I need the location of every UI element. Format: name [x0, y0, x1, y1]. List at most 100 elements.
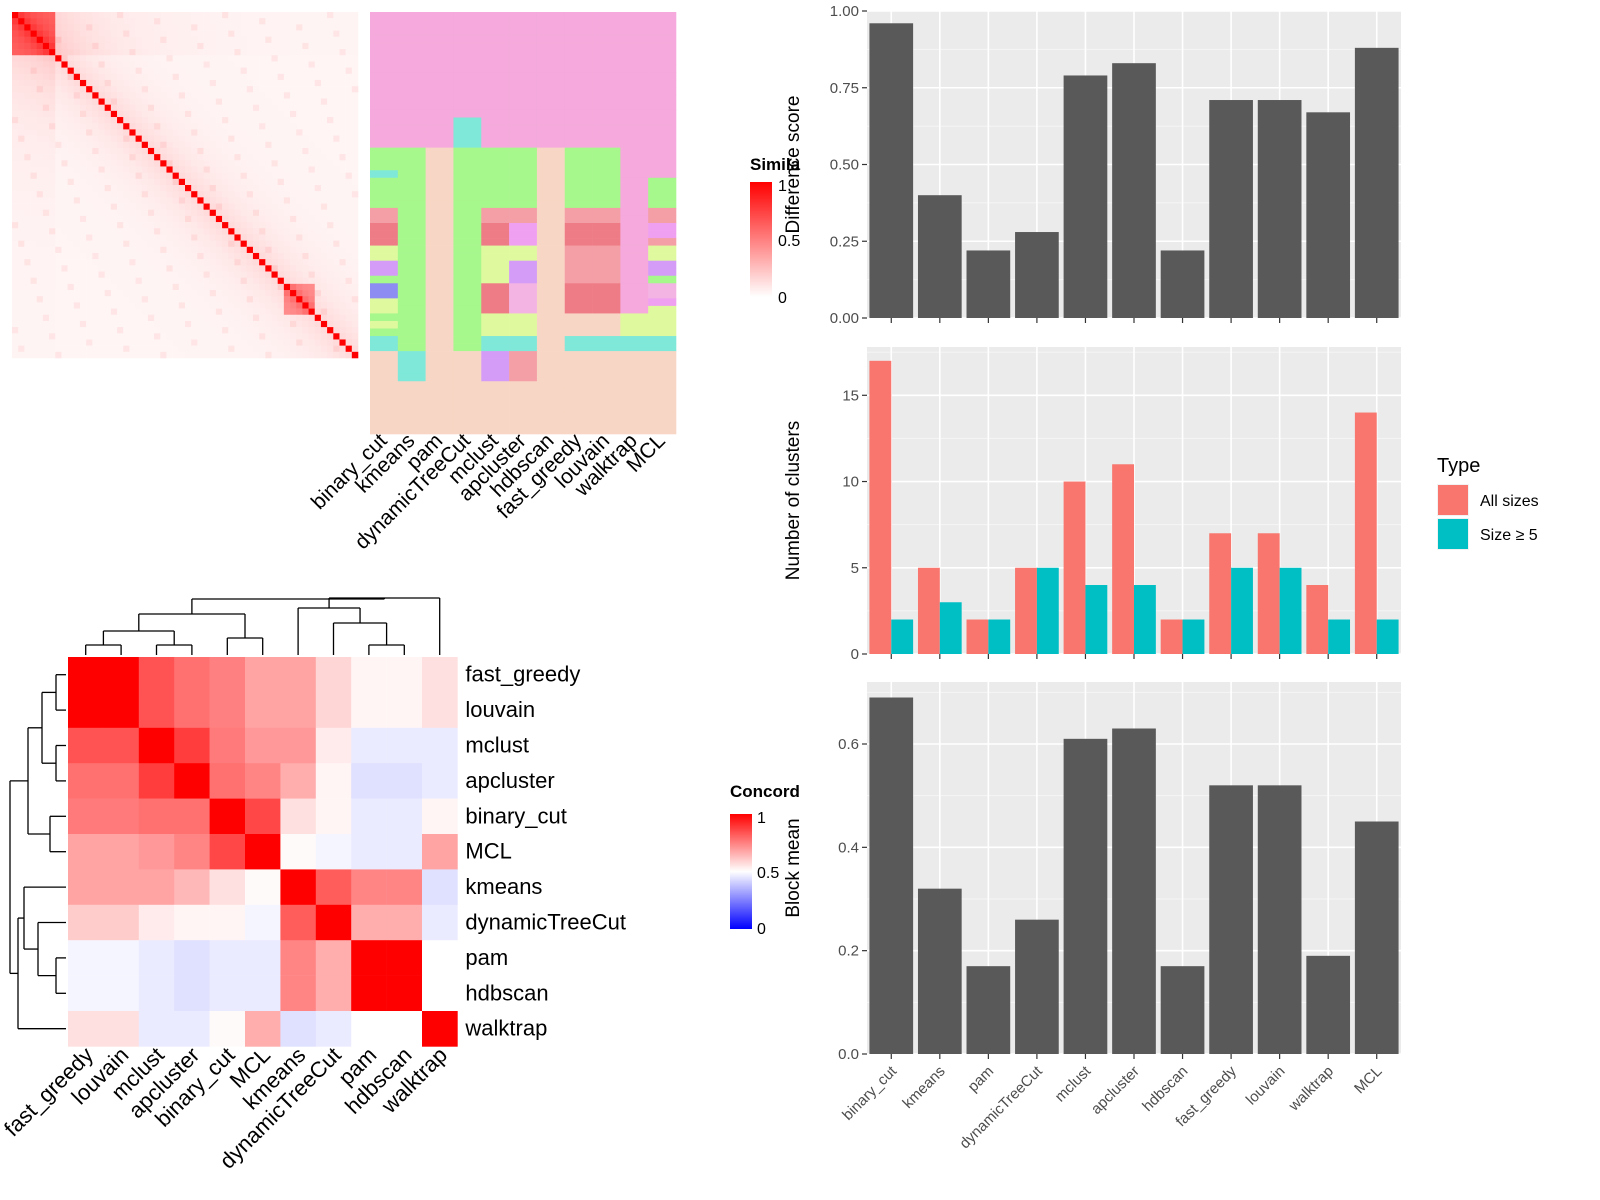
- similarity-cell: [141, 166, 149, 173]
- similarity-cell: [345, 215, 353, 223]
- similarity-cell: [197, 147, 204, 155]
- similarity-cell: [314, 154, 322, 161]
- similarity-cell: [123, 129, 130, 136]
- similarity-cell: [302, 271, 309, 278]
- similarity-cell: [240, 209, 248, 217]
- similarity-cell: [36, 296, 44, 303]
- membership-cell: [564, 200, 593, 209]
- similarity-cell: [18, 160, 25, 167]
- similarity-cell: [12, 104, 19, 112]
- similarity-cell: [154, 123, 161, 130]
- similarity-cell: [24, 265, 31, 272]
- similarity-cell: [154, 327, 161, 334]
- similarity-cell: [252, 339, 260, 346]
- similarity-cell: [104, 154, 112, 161]
- similarity-cell: [42, 154, 50, 161]
- membership-cell: [536, 162, 566, 171]
- similarity-cell: [154, 228, 161, 235]
- similarity-cell: [222, 320, 229, 328]
- membership-cell: [397, 388, 426, 397]
- membership-cell: [509, 34, 538, 43]
- similarity-cell: [185, 191, 192, 198]
- similarity-cell: [129, 36, 136, 44]
- similarity-cell: [185, 42, 192, 50]
- membership-cell: [397, 87, 426, 96]
- membership-cell: [536, 283, 566, 292]
- membership-cell: [481, 12, 510, 20]
- similarity-cell: [147, 110, 155, 118]
- membership-cell: [648, 388, 677, 397]
- concordance-cell: [174, 657, 210, 693]
- concordance-cell: [422, 834, 458, 870]
- bar: [966, 619, 989, 654]
- similarity-cell: [333, 333, 340, 340]
- bar: [917, 567, 940, 654]
- similarity-cell: [67, 42, 75, 50]
- similarity-cell: [290, 252, 297, 260]
- similarity-cell: [135, 18, 143, 25]
- concordance-cell: [351, 834, 387, 870]
- similarity-cell: [110, 67, 118, 75]
- similarity-cell: [185, 345, 192, 353]
- similarity-cell: [240, 271, 248, 278]
- similarity-cell: [308, 197, 316, 204]
- membership-cell: [620, 57, 649, 66]
- similarity-cell: [265, 49, 272, 56]
- similarity-cell: [197, 345, 204, 353]
- similarity-cell: [79, 86, 87, 93]
- similarity-cell: [55, 172, 62, 180]
- similarity-cell: [246, 296, 254, 303]
- similarity-cell: [166, 92, 173, 99]
- similarity-cell: [18, 86, 25, 93]
- similarity-cell: [333, 339, 340, 346]
- similarity-cell: [178, 271, 186, 278]
- membership-cell: [564, 170, 593, 179]
- similarity-cell: [18, 339, 25, 346]
- similarity-cell: [197, 265, 204, 272]
- similarity-cell: [61, 178, 68, 186]
- similarity-cell: [327, 36, 334, 44]
- bar: [1257, 533, 1280, 654]
- membership-cell: [453, 358, 482, 367]
- concordance-cell: [422, 904, 458, 941]
- similarity-cell: [283, 79, 291, 87]
- similarity-cell: [327, 154, 334, 161]
- similarity-cell: [18, 141, 25, 149]
- membership-cell: [370, 34, 399, 43]
- similarity-cell: [191, 197, 198, 204]
- similarity-cell: [203, 308, 211, 316]
- similarity-cell: [215, 166, 223, 173]
- similarity-cell: [246, 67, 254, 75]
- membership-cell: [620, 72, 649, 81]
- similarity-cell: [265, 141, 272, 149]
- membership-cell: [453, 260, 482, 269]
- similarity-cell: [135, 30, 143, 38]
- similarity-cell: [178, 302, 186, 309]
- similarity-cell: [55, 123, 62, 130]
- membership-cell: [397, 57, 426, 66]
- concordance-row-label: binary_cut: [465, 803, 567, 828]
- similarity-cell: [203, 67, 211, 75]
- similarity-cell: [191, 79, 198, 87]
- similarity-cell: [290, 234, 297, 241]
- similarity-cell: [265, 351, 272, 359]
- similarity-cell: [327, 246, 334, 254]
- similarity-cell: [345, 296, 353, 303]
- x-tick-label: walktrap: [1285, 1063, 1337, 1115]
- similarity-cell: [271, 24, 278, 31]
- similarity-cell: [123, 79, 130, 87]
- similarity-cell: [222, 12, 229, 19]
- similarity-cell: [290, 339, 297, 346]
- bar: [1354, 47, 1399, 319]
- similarity-cell: [228, 197, 235, 204]
- membership-cell: [648, 426, 677, 435]
- similarity-cell: [141, 147, 149, 155]
- similarity-cell: [314, 166, 322, 173]
- similarity-cell: [123, 314, 130, 322]
- similarity-cell: [209, 86, 217, 93]
- similarity-cell: [166, 86, 173, 93]
- similarity-cell: [36, 345, 44, 353]
- y-tick-label: 0.50: [830, 157, 859, 174]
- similarity-cell: [277, 79, 285, 87]
- membership-column-labels: binary_cutkmeanspamdynamicTreeCutmclusta…: [307, 429, 670, 554]
